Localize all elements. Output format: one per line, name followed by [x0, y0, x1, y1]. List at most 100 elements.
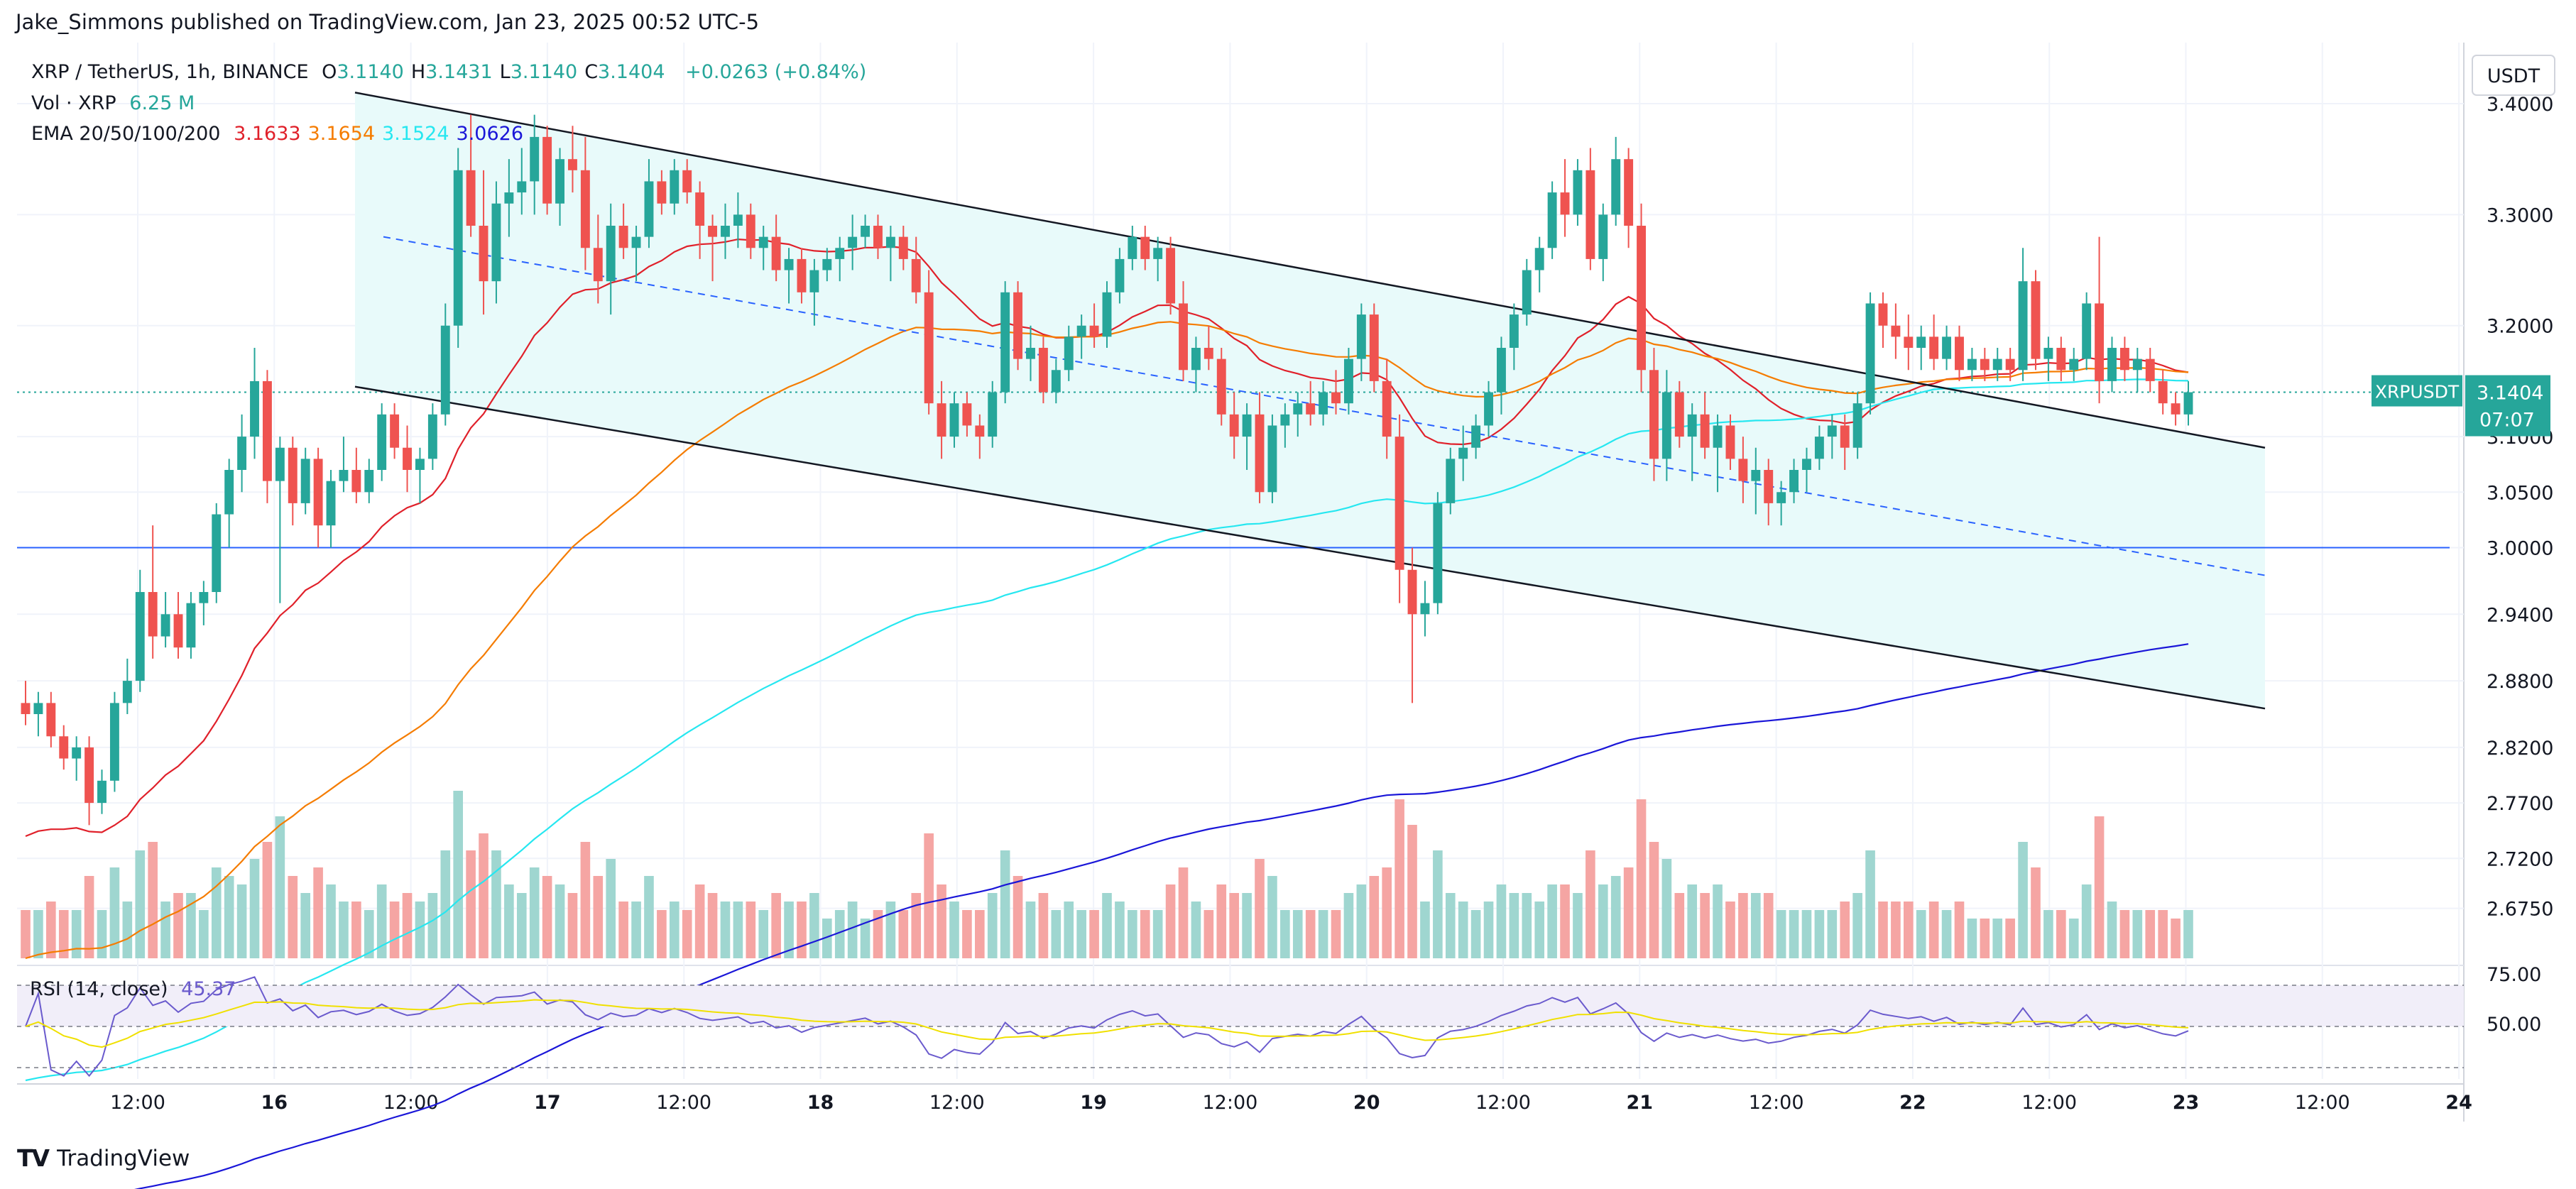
candle	[848, 214, 858, 270]
candle	[1382, 358, 1392, 459]
tradingview-brand[interactable]: TV TradingView	[17, 1144, 190, 1172]
volume-bar	[2031, 867, 2041, 958]
symbol-legend[interactable]: XRP / TetherUS, 1h, BINANCE O3.1140 H3.14…	[31, 61, 873, 83]
candle-body	[873, 226, 883, 248]
volume-bar	[834, 910, 845, 958]
volume-bar	[300, 893, 310, 958]
candle-body	[326, 481, 336, 526]
candle-body	[1356, 314, 1366, 359]
volume-bar	[707, 893, 718, 958]
candle-body	[377, 414, 387, 470]
volume-bar	[1852, 893, 1862, 958]
candle-body	[670, 170, 680, 204]
candle-body	[1458, 447, 1468, 459]
volume-bar	[46, 902, 56, 958]
candle	[1319, 380, 1328, 426]
candle	[427, 403, 437, 470]
candle	[1713, 414, 1723, 493]
candle-body	[1522, 270, 1532, 315]
candle-body	[2018, 281, 2028, 371]
candle	[109, 691, 119, 792]
candle-body	[1369, 314, 1379, 381]
volume-bar	[326, 884, 336, 958]
ema-values: 3.1633 3.1654 3.1524 3.0626	[234, 123, 530, 145]
candle-body	[542, 136, 552, 204]
volume-bar	[2043, 910, 2053, 958]
volume-bar	[71, 910, 82, 958]
candle	[1216, 348, 1226, 426]
candle	[2183, 380, 2193, 426]
volume-bar	[1687, 884, 1698, 958]
candle-body	[262, 380, 272, 481]
volume-bar	[1318, 910, 1328, 958]
volume-bar	[33, 910, 43, 958]
volume-bar	[21, 910, 31, 958]
candle-body	[631, 236, 641, 248]
candle-body	[1802, 459, 1811, 470]
candle-body	[1140, 236, 1150, 259]
price-tag-bg	[2465, 375, 2550, 437]
candle	[1534, 236, 1544, 292]
ema-legend[interactable]: EMA 20/50/100/200 3.1633 3.1654 3.1524 3.06…	[31, 123, 537, 145]
volume-legend[interactable]: Vol · XRP 6.25 M	[31, 92, 202, 114]
candle-body	[1343, 358, 1353, 404]
candle-body	[33, 703, 43, 714]
candle	[160, 592, 170, 648]
volume-bar	[58, 910, 69, 958]
candle	[861, 214, 871, 248]
candle-body	[2095, 303, 2105, 381]
candle	[1191, 336, 1201, 393]
volume-bar	[1725, 902, 1735, 958]
volume-bar	[2081, 884, 2092, 958]
x-tick-label: 24	[2445, 1092, 2472, 1114]
symbol-title[interactable]: XRP / TetherUS, 1h, BINANCE	[31, 61, 309, 83]
volume-bar	[860, 919, 871, 958]
candle-body	[288, 447, 298, 503]
candle-body	[1586, 170, 1595, 259]
candle-body	[1560, 192, 1570, 215]
volume-bar	[1522, 893, 1532, 958]
volume-bar	[351, 902, 361, 958]
candle	[1891, 303, 1901, 359]
volume-bar	[2056, 910, 2066, 958]
rsi-legend[interactable]: RSI (14, close) 45.37	[30, 978, 243, 1000]
candle-body	[1637, 226, 1646, 371]
volume-bar	[784, 902, 794, 958]
candle-body	[1153, 248, 1163, 259]
volume-bar	[1013, 876, 1023, 958]
x-tick-label: 23	[2173, 1092, 2200, 1114]
candle	[975, 414, 985, 459]
candle-body	[1216, 358, 1226, 415]
candle	[1420, 581, 1430, 637]
candle-body	[1306, 403, 1316, 415]
candle	[1306, 380, 1316, 426]
volume-bar	[1292, 910, 1303, 958]
candle	[1878, 292, 1888, 348]
candle-body	[2107, 348, 2117, 381]
candle-body	[2158, 380, 2168, 404]
candle-body	[911, 258, 921, 292]
candle-body	[937, 403, 946, 437]
ohlc-value: 3.1140	[337, 61, 404, 83]
volume-bar	[822, 919, 832, 958]
volume-bar	[2132, 910, 2143, 958]
volume-bar	[1928, 902, 1939, 958]
candle-body	[300, 459, 310, 503]
candle-body	[644, 181, 654, 237]
candle	[2056, 336, 2066, 381]
volume-bar	[1840, 902, 1850, 958]
volume-bar	[644, 876, 654, 958]
candle-body	[657, 181, 667, 204]
candle-body	[1980, 358, 1990, 371]
candle-body	[1878, 303, 1888, 326]
volume-bar	[1534, 902, 1545, 958]
rsi-tick-label: 50.00	[2487, 1014, 2541, 1036]
candle	[1522, 258, 1532, 326]
candle-body	[822, 258, 832, 270]
currency-button[interactable]: USDT	[2472, 55, 2555, 96]
volume-bar	[1750, 893, 1761, 958]
volume-bar	[415, 902, 425, 958]
candle	[708, 214, 718, 282]
volume-bar	[466, 850, 476, 958]
